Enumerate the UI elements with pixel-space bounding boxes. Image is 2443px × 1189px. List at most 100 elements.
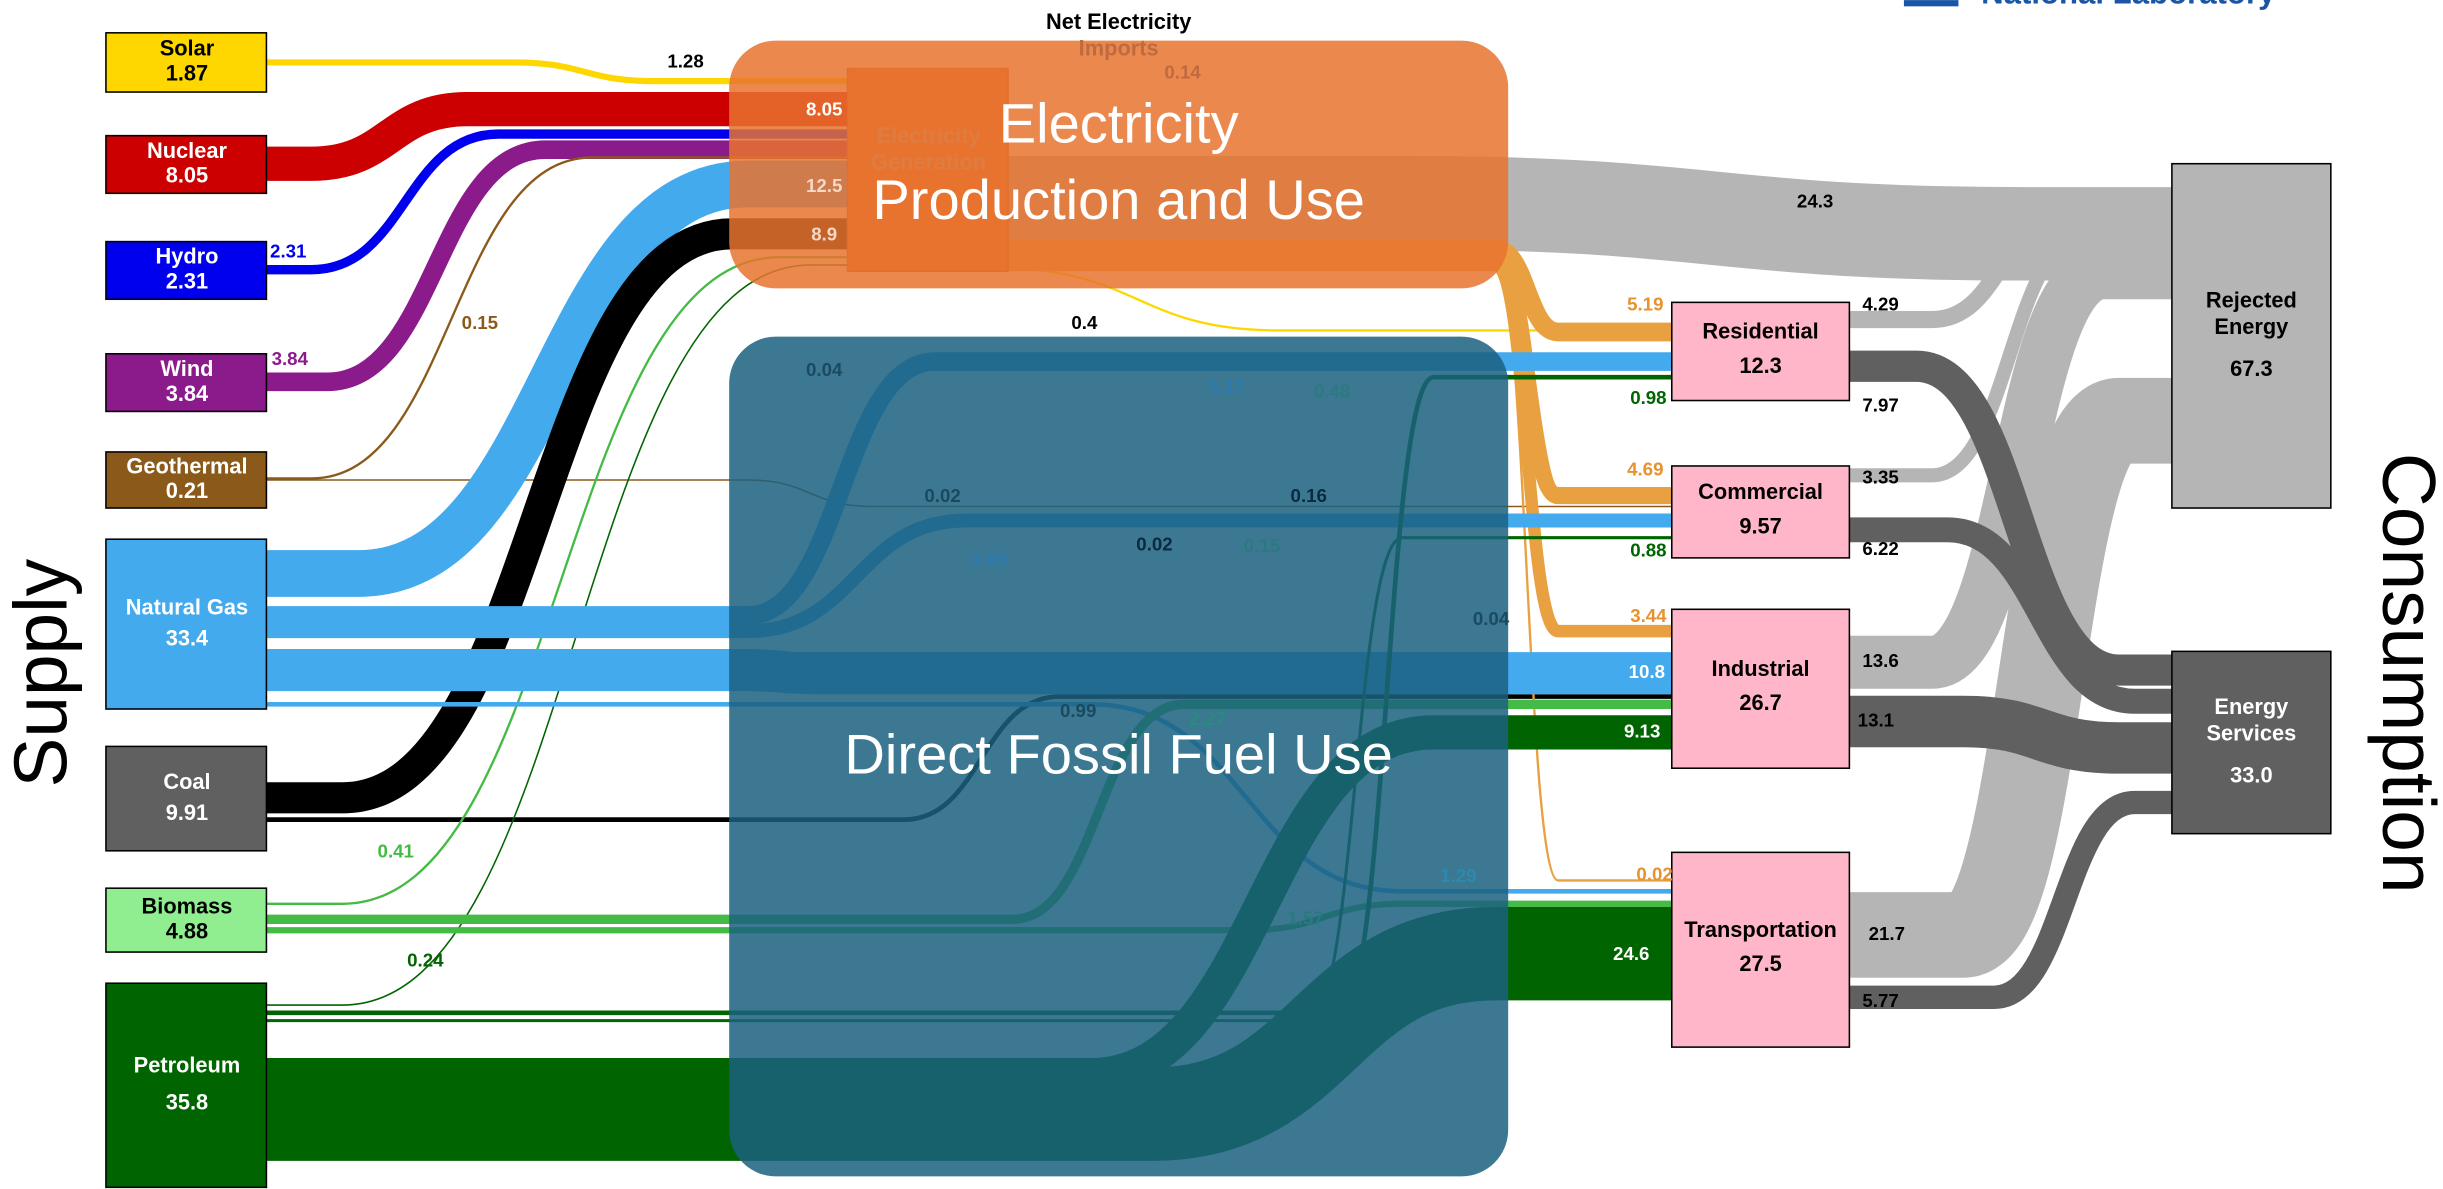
flow-label: 8.05 [806,99,842,120]
flow [1849,201,2172,329]
source-value: 3.84 [166,381,208,406]
flow [266,156,848,480]
sector-name: Commercial [1698,479,1823,504]
sector-box [1670,608,1851,769]
flow-label: 1.29 [1440,865,1476,886]
sector-value: 9.57 [1739,513,1781,538]
overlays: Electricity Production and Use Direct Foss… [729,40,1509,1177]
flow-label: 0.4 [1071,312,1098,333]
flow [1849,377,2172,978]
flow-label: 1.57 [1287,907,1323,928]
flow [1849,226,2172,483]
sector-value: 26.7 [1739,690,1781,715]
source-name: Nuclear [147,138,227,163]
flow [1849,350,2172,686]
output-name: Energy [2214,694,2288,719]
source-name: Biomass [142,893,233,918]
output-box [2171,162,2332,509]
overlay-electricity [729,40,1509,289]
source-box [105,538,268,710]
flow [1008,266,1672,882]
axis-label: Supply [0,558,82,787]
logo-bar [1903,0,1959,7]
flow-label: 13.1 [1858,709,1894,730]
overlay-text: Direct Fossil Fuel Use [844,723,1392,786]
flow-label: 8.9 [811,223,837,244]
flow-label: 0.88 [1630,540,1666,561]
overlay-text: Electricity [999,92,1239,155]
flow-label: 2.31 [270,240,306,261]
flow-label: 2.27 [1189,708,1225,729]
flow-label: 5.19 [1627,293,1663,314]
output-name: Energy [2214,314,2288,339]
flow-label: 0.98 [1630,387,1666,408]
flow-label: 3.35 [1862,466,1898,487]
output-name: Rejected [2206,287,2297,312]
flow-label: 0.48 [1314,381,1350,402]
sector-name: Residential [1702,319,1818,344]
flow-label: 24.3 [1797,191,1833,212]
source-name: Coal [163,769,210,794]
overlay-text: Production and Use [872,168,1365,231]
source-box [105,32,268,93]
sector-box [1670,851,1851,1048]
flow-label: 10.8 [1629,661,1665,682]
axis-label: Consumption [2367,453,2443,894]
source-name: Solar [160,36,215,61]
flow-label: 0.04 [1473,608,1510,629]
flow [1849,790,2172,1009]
source-name: Geothermal [126,453,247,478]
flow-label: 0.02 [924,485,960,506]
source-box [105,451,268,509]
source-box [105,134,268,195]
flow [266,140,848,392]
flow [266,129,848,275]
output-value: 33.0 [2230,763,2272,788]
source-name: Natural Gas [126,594,248,619]
flow-label: 0.24 [407,949,444,970]
source-value: 33.4 [166,625,208,650]
sector-value: 12.3 [1739,353,1781,378]
flow-label: 5.77 [1862,990,1898,1011]
sector-name: Transportation [1684,917,1837,942]
flow-label: 3.65 [971,549,1007,570]
output-box [2171,650,2332,835]
source-box [105,745,268,852]
nodes: Solar1.87Nuclear8.05Hydro2.31Wind3.84Geo… [105,32,2332,1189]
source-value: 1.87 [166,61,208,86]
flow [266,256,848,905]
flow [266,160,848,597]
flow-label: 6.22 [1862,538,1898,559]
output-value: 67.3 [2230,356,2272,381]
flow [1849,695,2172,774]
logo-text: National Laboratory [1981,0,2276,11]
sector-box [1670,301,1851,402]
flow [266,92,848,181]
flow [1008,258,1672,638]
overlay-fossil [729,336,1509,1177]
flow-label: 12.5 [806,175,842,196]
source-name: Petroleum [134,1052,241,1077]
source-box [105,982,268,1189]
sector-name: Industrial [1712,656,1810,681]
flow-label: 0.41 [378,840,414,861]
output-name: Services [2207,720,2297,745]
flow-label: 24.6 [1613,943,1649,964]
flow [266,59,848,85]
flow-label: 13.6 [1862,650,1898,671]
imports-label: Net Electricity [1046,9,1191,34]
source-value: 35.8 [166,1090,208,1115]
source-value: 4.88 [166,918,208,943]
flow-label: 21.7 [1869,923,1905,944]
flow-label: 0.16 [1291,485,1327,506]
imports-label: Imports [1079,36,1159,61]
flow-label: 0.02 [1636,864,1672,885]
flow [266,218,848,814]
flow-label: 4.29 [1862,293,1898,314]
imports-value: 0.14 [1164,61,1201,82]
flow-label: 3.44 [1630,605,1667,626]
flow-label: 0.15 [462,312,498,333]
source-value: 9.91 [166,800,208,825]
